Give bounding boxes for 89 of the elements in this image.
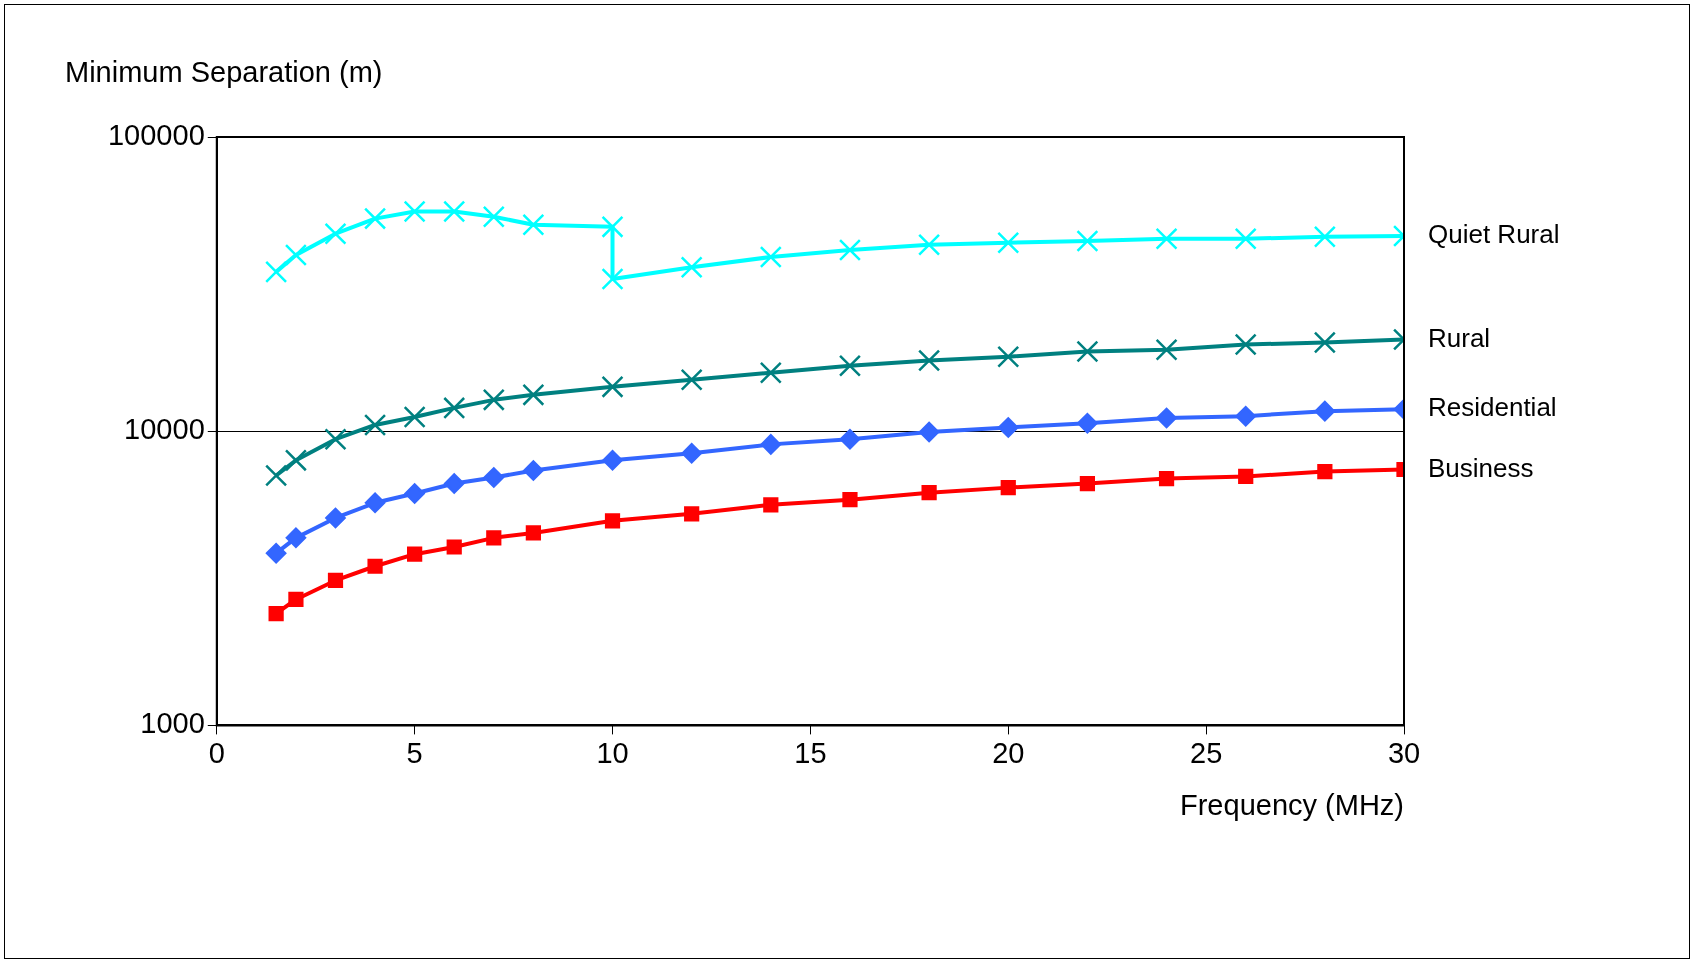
point <box>284 243 308 267</box>
point <box>1155 227 1178 250</box>
x-tick-label: 20 <box>992 736 1025 769</box>
point <box>1234 333 1257 356</box>
x-tick-label: 25 <box>1190 736 1223 769</box>
x-tick-label: 10 <box>596 736 629 769</box>
point <box>522 213 545 236</box>
point <box>483 467 505 488</box>
point <box>1079 475 1096 492</box>
point <box>839 428 861 450</box>
point <box>486 530 502 546</box>
point <box>443 396 466 420</box>
point <box>265 542 287 564</box>
point <box>1317 463 1333 480</box>
point <box>443 200 466 223</box>
point <box>324 428 347 451</box>
point <box>268 605 284 622</box>
x-tick-label: 30 <box>1387 736 1421 769</box>
point <box>1313 331 1336 354</box>
point <box>1076 229 1099 253</box>
point <box>917 349 941 372</box>
point <box>264 464 288 487</box>
point <box>917 233 941 256</box>
point <box>367 558 383 574</box>
point <box>680 368 703 391</box>
point <box>525 525 541 541</box>
point <box>403 405 426 429</box>
x-tick-label: 0 <box>208 736 225 769</box>
point <box>264 260 288 284</box>
point <box>1314 400 1336 422</box>
point <box>997 345 1020 368</box>
point <box>604 513 621 529</box>
x-axis-title: Frequency (MHz) <box>1180 788 1404 821</box>
point <box>407 546 423 562</box>
point <box>763 497 779 513</box>
point <box>1155 338 1178 361</box>
y-tick-label: 1000 <box>140 707 205 740</box>
point <box>680 256 703 279</box>
point <box>1235 405 1256 427</box>
point <box>446 539 462 555</box>
point <box>838 238 862 262</box>
point <box>997 231 1020 254</box>
point <box>482 388 505 412</box>
point <box>760 434 782 455</box>
point <box>364 492 386 514</box>
point <box>1313 225 1336 248</box>
point <box>759 361 782 384</box>
point <box>1000 480 1016 496</box>
y-tick-label: 10000 <box>124 413 205 446</box>
series-label: Quiet Rural <box>1428 219 1560 250</box>
point <box>327 572 344 589</box>
point <box>325 507 346 529</box>
point <box>601 215 624 238</box>
series-label: Rural <box>1428 322 1491 353</box>
point <box>324 222 347 245</box>
point <box>482 205 505 228</box>
point <box>921 485 937 501</box>
point <box>601 267 624 291</box>
point <box>1076 340 1099 363</box>
series-label: Residential <box>1428 392 1557 423</box>
y-axis-title: Minimum Separation (m) <box>65 56 383 88</box>
point <box>403 200 426 223</box>
point <box>759 245 782 269</box>
point <box>523 460 544 481</box>
point <box>522 383 545 407</box>
point <box>288 591 304 608</box>
point <box>363 207 387 230</box>
point <box>1156 407 1177 429</box>
point <box>838 354 862 377</box>
point <box>602 450 623 471</box>
point <box>404 483 425 504</box>
point <box>1234 227 1257 250</box>
point <box>842 492 858 508</box>
point <box>284 449 308 472</box>
point <box>681 443 702 464</box>
series-label: Business <box>1428 452 1534 483</box>
point <box>443 473 465 494</box>
point <box>285 527 307 549</box>
x-tick-label: 15 <box>794 736 827 769</box>
point <box>363 413 387 437</box>
point <box>684 506 700 522</box>
x-tick-label: 5 <box>406 736 423 769</box>
point <box>1238 468 1254 485</box>
point <box>1158 471 1175 487</box>
y-tick-label: 100000 <box>107 119 205 151</box>
point <box>601 375 624 398</box>
point <box>918 421 940 443</box>
point <box>1077 412 1098 434</box>
point <box>998 417 1019 438</box>
